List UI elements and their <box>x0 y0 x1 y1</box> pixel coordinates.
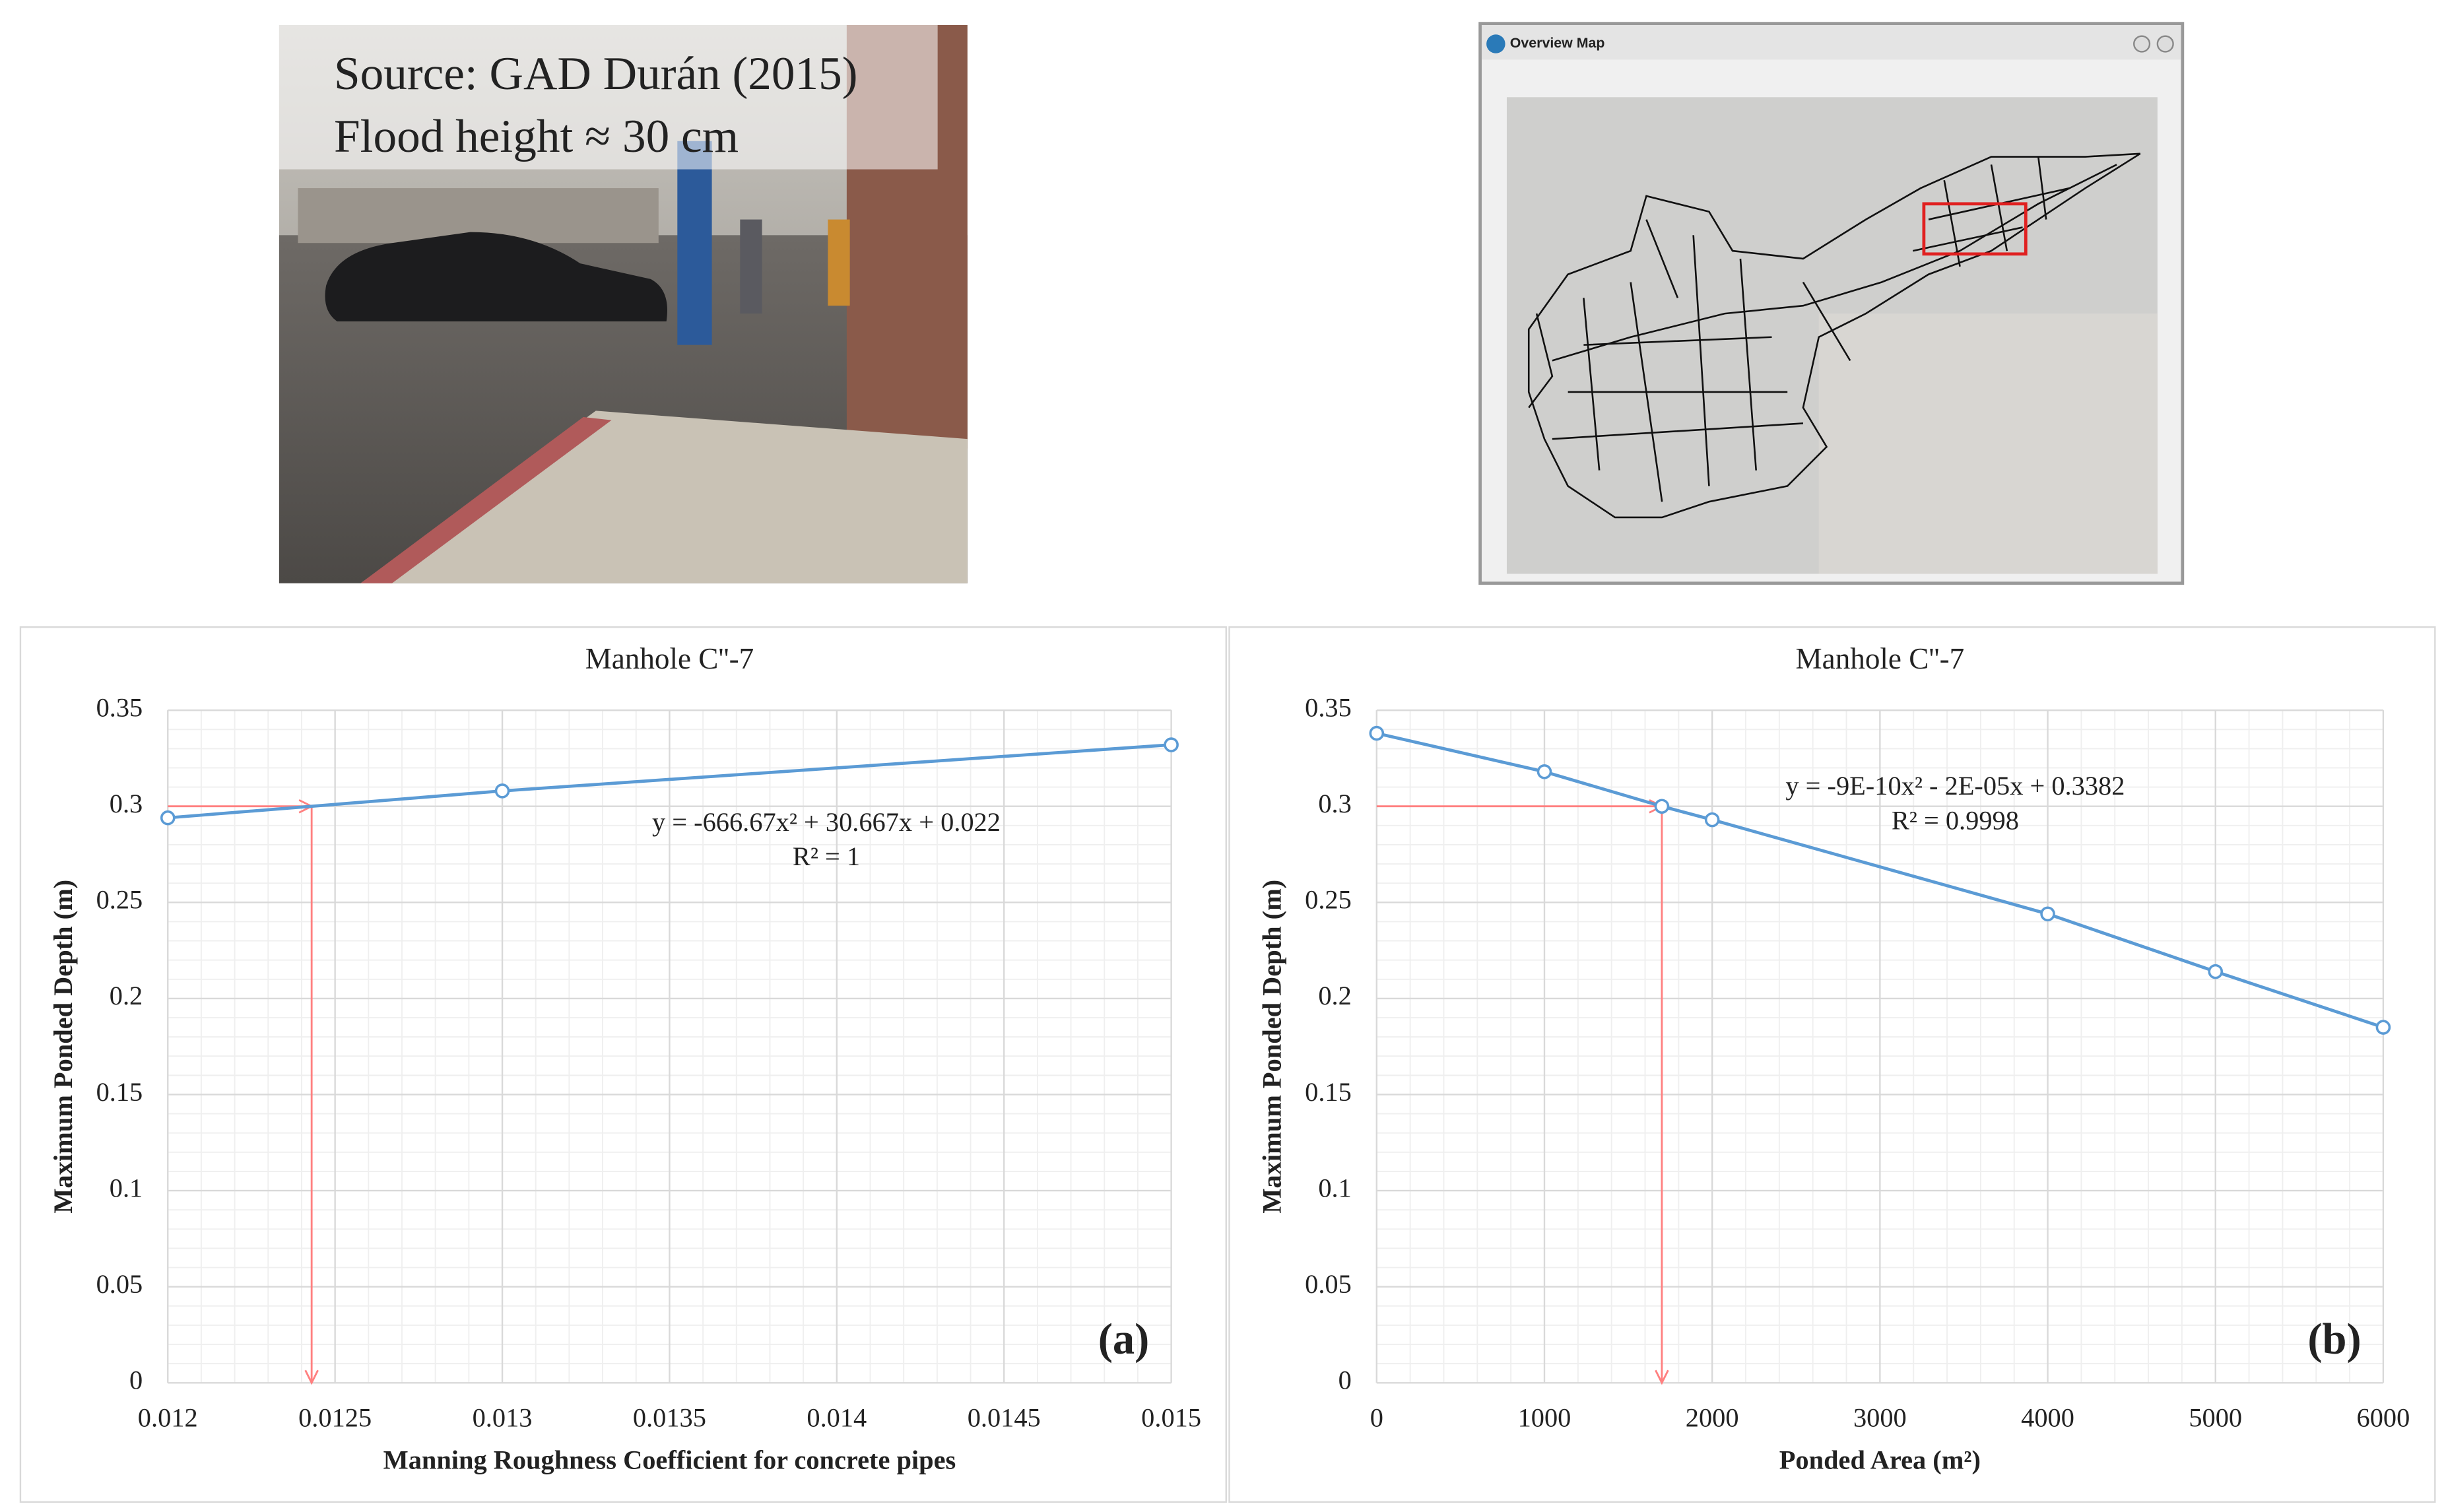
y-tick-label: 0.2 <box>1318 981 1351 1010</box>
data-point <box>1537 764 1552 779</box>
y-tick-label: 0 <box>129 1365 143 1395</box>
panel-label: (a) <box>1098 1315 1150 1364</box>
close-button[interactable] <box>2156 35 2174 53</box>
y-tick-label: 0.1 <box>110 1173 143 1202</box>
minimize-button[interactable] <box>2133 35 2151 53</box>
x-tick-label: 0.012 <box>138 1403 198 1433</box>
y-tick-label: 0 <box>1339 1365 1352 1395</box>
x-tick-label: 0.0135 <box>633 1403 706 1433</box>
x-tick-label: 6000 <box>2357 1403 2410 1433</box>
photo: Source: GAD Durán (2015) Flood height ≈ … <box>279 25 968 583</box>
x-tick-label: 0.015 <box>1141 1403 1201 1433</box>
data-point <box>494 783 510 799</box>
data-point <box>1164 737 1179 752</box>
reference-arrow <box>304 1369 319 1385</box>
x-tick-label: 1000 <box>1518 1403 1571 1433</box>
x-tick-label: 5000 <box>2189 1403 2242 1433</box>
photo-flood: Flood height ≈ 30 cm <box>334 110 739 162</box>
data-point <box>2208 964 2224 979</box>
x-tick-label: 3000 <box>1853 1403 1907 1433</box>
chart-panel <box>19 626 1227 1503</box>
y-tick-label: 0.25 <box>1305 885 1352 915</box>
photo-source: Source: GAD Durán (2015) <box>334 48 857 100</box>
y-tick-label: 0.25 <box>96 885 143 915</box>
y-tick-label: 0.35 <box>1305 692 1352 722</box>
trend-r2: R² = 1 <box>793 841 860 871</box>
data-point <box>2375 1020 2391 1035</box>
x-tick-label: 4000 <box>2021 1403 2074 1433</box>
chart-panel <box>1228 626 2436 1503</box>
x-tick-label: 2000 <box>1686 1403 1739 1433</box>
y-tick-label: 0.3 <box>110 789 143 818</box>
map-title: Overview Map <box>1510 35 1605 51</box>
y-axis-label: Maximum Ponded Depth (m) <box>48 880 78 1214</box>
data-point <box>1654 799 1670 814</box>
data-point <box>160 810 176 826</box>
y-tick-label: 0.15 <box>96 1077 143 1107</box>
x-axis-label: Manning Roughness Coefficient for concre… <box>383 1445 956 1475</box>
chart-title: Manhole C''-7 <box>1796 642 1965 675</box>
x-tick-label: 0.013 <box>473 1403 533 1433</box>
reference-arrow <box>1655 1369 1669 1385</box>
y-tick-label: 0.3 <box>1318 789 1351 818</box>
y-axis-label: Maximum Ponded Depth (m) <box>1257 880 1287 1214</box>
y-tick-label: 0.05 <box>1305 1269 1352 1299</box>
data-point <box>1369 725 1385 741</box>
x-axis-label: Ponded Area (m²) <box>1779 1445 1981 1475</box>
data-point <box>2040 906 2055 922</box>
trend-equation: y = -9E-10x² - 2E-05x + 0.3382 <box>1785 771 2125 801</box>
y-tick-label: 0.15 <box>1305 1077 1352 1107</box>
y-tick-label: 0.35 <box>96 692 143 722</box>
chart-title: Manhole C''-7 <box>585 642 754 675</box>
x-tick-label: 0.0125 <box>298 1403 372 1433</box>
y-tick-label: 0.05 <box>96 1269 143 1299</box>
panel-label: (b) <box>2307 1315 2361 1364</box>
x-tick-label: 0.014 <box>807 1403 867 1433</box>
map-window: Overview Map <box>1478 22 2185 585</box>
y-tick-label: 0.1 <box>1318 1173 1351 1202</box>
x-tick-label: 0.0145 <box>968 1403 1041 1433</box>
trend-r2: R² = 0.9998 <box>1892 805 2019 835</box>
trend-equation: y = -666.67x² + 30.667x + 0.022 <box>652 807 1001 837</box>
x-tick-label: 0 <box>1370 1403 1383 1433</box>
data-point <box>1704 812 1720 828</box>
y-tick-label: 0.2 <box>110 981 143 1010</box>
